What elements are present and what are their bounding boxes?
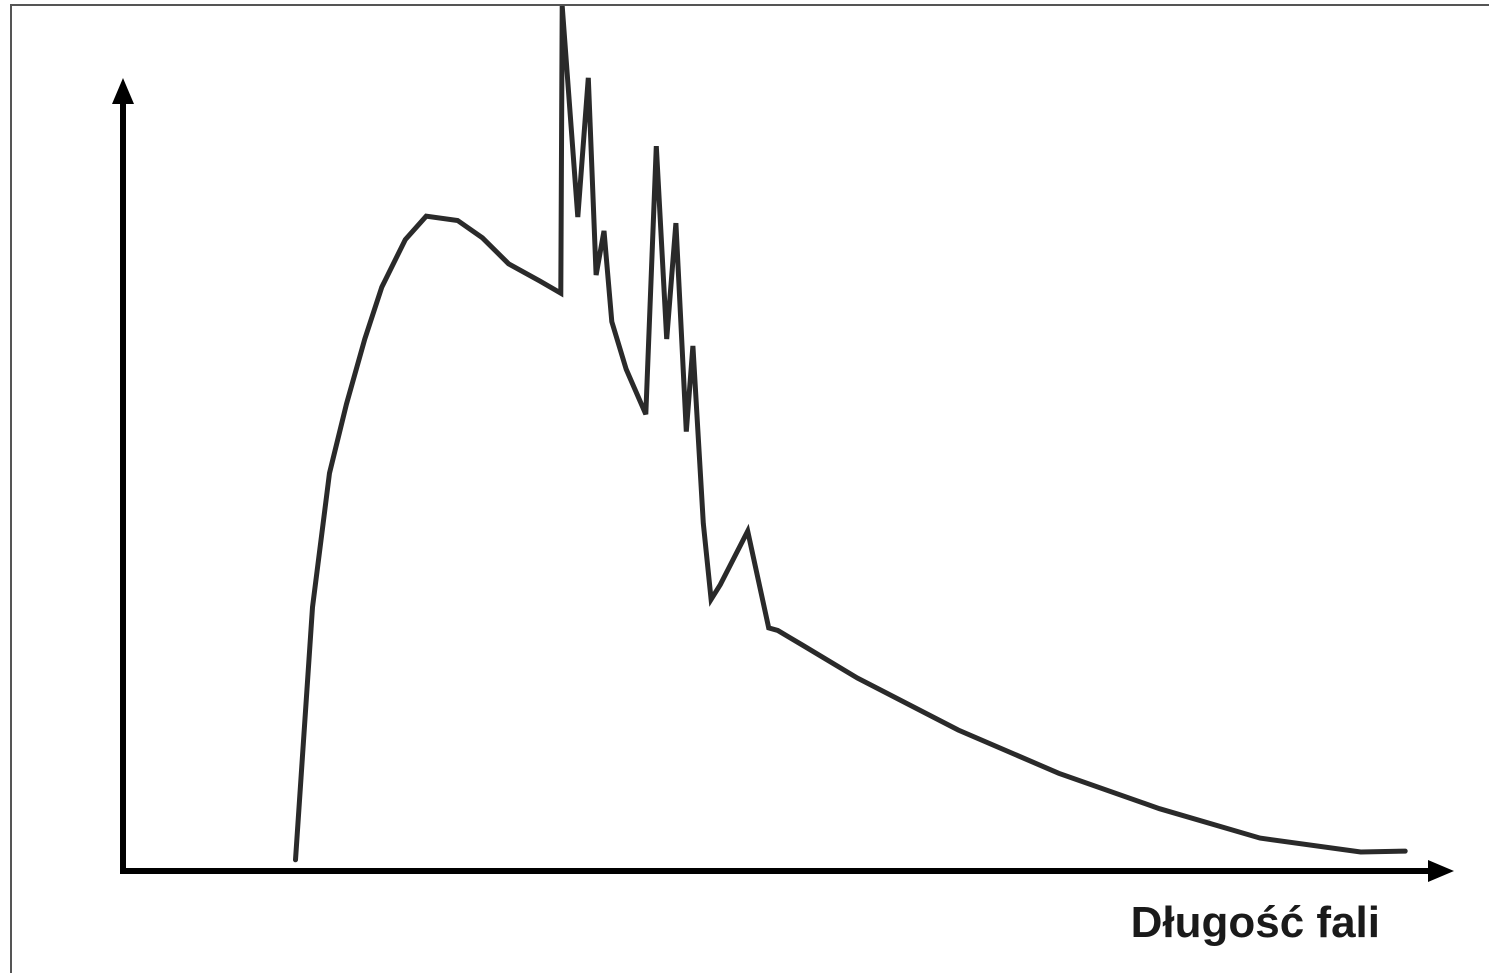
spectrum-line xyxy=(293,5,1408,863)
chart-frame xyxy=(10,4,1489,973)
axes xyxy=(112,78,1454,882)
x-axis-arrowhead xyxy=(1428,860,1454,882)
x-axis-label: Długość fali xyxy=(1131,898,1380,947)
y-axis-arrowhead xyxy=(112,78,134,104)
